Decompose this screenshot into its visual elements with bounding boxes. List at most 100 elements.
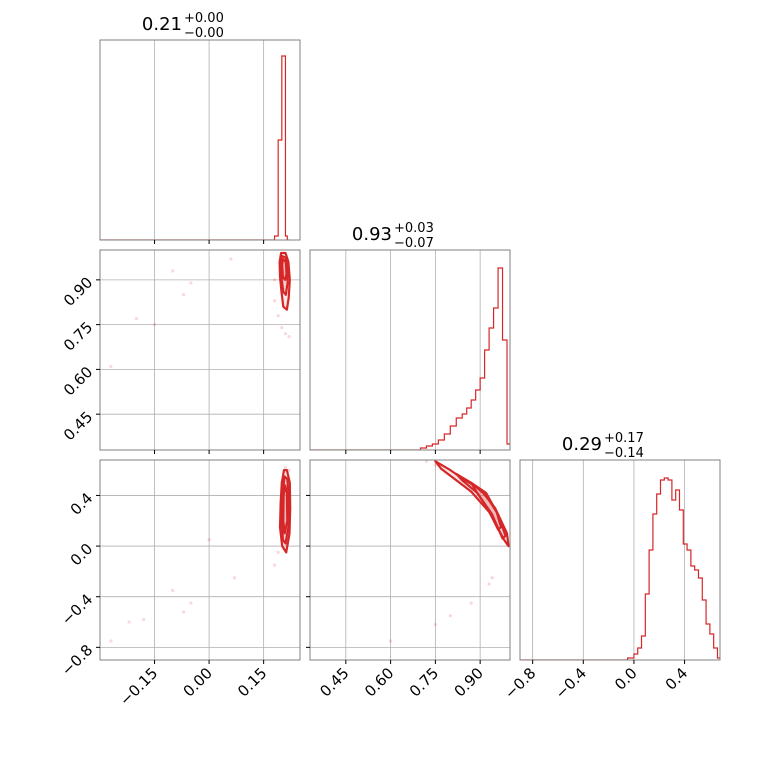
histogram-bin <box>494 308 498 450</box>
sample-point <box>134 317 138 321</box>
sample-point <box>171 588 175 592</box>
histogram-bin <box>467 408 471 450</box>
panel-title-plus: +0.17 <box>604 431 644 446</box>
sample-point <box>276 314 280 318</box>
histogram-bin <box>657 494 661 660</box>
contour-level-3 <box>470 481 503 531</box>
panel-frame <box>99 249 301 451</box>
sample-point <box>182 293 186 297</box>
histogram-bin <box>456 418 462 450</box>
histogram-bin <box>462 414 466 450</box>
x-tick-label: 0.90 <box>451 664 487 700</box>
panel-title-plus: +0.00 <box>184 11 224 26</box>
sample-point <box>487 582 491 586</box>
plot-area <box>109 465 292 643</box>
sample-point <box>448 614 452 618</box>
histogram-bin <box>683 544 687 660</box>
sample-point <box>469 601 473 605</box>
x-tick-label: 0.4 <box>662 664 692 694</box>
panel-frame <box>99 39 301 241</box>
panel-scatter-2-1 <box>306 459 511 664</box>
histogram-steps <box>310 267 510 450</box>
x-tick-label: −0.15 <box>116 664 161 709</box>
histogram-bin <box>498 268 502 450</box>
histogram-bin <box>695 570 699 660</box>
sample-point <box>272 278 277 282</box>
x-tick-label: 0.15 <box>234 664 270 700</box>
panel-title-median: 0.93 <box>352 224 392 245</box>
sample-point <box>283 331 288 336</box>
histogram-steps <box>520 477 720 660</box>
sample-point <box>272 563 277 567</box>
y-tick-label: −0.8 <box>58 641 96 679</box>
sample-point <box>287 334 291 339</box>
histogram-steps <box>100 55 290 240</box>
sample-point <box>433 463 437 467</box>
histogram-bin <box>476 390 480 450</box>
histogram-bin <box>691 566 695 660</box>
histogram-bin <box>661 480 665 660</box>
x-tick-label: 0.75 <box>406 664 442 700</box>
x-tick-label: 0.0 <box>611 664 641 694</box>
histogram-bin <box>664 478 668 660</box>
x-tick-label: −0.8 <box>501 664 539 702</box>
y-tick-label: 0.60 <box>60 363 96 399</box>
histogram-bin <box>503 340 507 450</box>
sample-point <box>109 364 113 369</box>
plot-area <box>310 267 510 450</box>
histogram-bin <box>489 328 493 450</box>
contour-level-3 <box>282 484 289 535</box>
panel-scatter-2-0 <box>96 459 301 664</box>
panel-title-median: 0.29 <box>562 434 602 455</box>
sample-point <box>287 468 291 472</box>
sample-point <box>142 617 146 622</box>
sample-point <box>388 639 393 643</box>
sample-point <box>272 299 277 303</box>
x-tick-label: 0.00 <box>180 664 216 700</box>
y-tick-label: 0.75 <box>60 318 96 354</box>
sample-point <box>189 281 193 285</box>
panel-title-minus: −0.07 <box>394 236 434 251</box>
x-tick-label: 0.60 <box>361 664 397 700</box>
sample-point <box>171 269 175 273</box>
panel-title-median: 0.21 <box>142 14 182 35</box>
sample-point <box>207 538 211 542</box>
panel-scatter-1-0 <box>96 249 301 454</box>
histogram-bin <box>485 350 489 450</box>
panel-title-plus: +0.03 <box>394 221 434 236</box>
histogram-bin <box>444 434 450 450</box>
sample-point <box>127 620 131 624</box>
plot-area <box>109 251 291 369</box>
sample-point <box>232 576 237 580</box>
panel-title-minus: −0.14 <box>604 446 644 461</box>
histogram-bin <box>668 480 672 660</box>
panel-frame <box>519 459 721 661</box>
panel-title-minus: −0.00 <box>184 26 224 41</box>
plot-area <box>388 460 510 643</box>
sample-point <box>424 460 429 463</box>
x-tick-label: −0.4 <box>552 664 590 702</box>
panel-hist-0: 0.21 +0.00−0.00 <box>99 11 301 244</box>
histogram-bin <box>450 426 456 450</box>
histogram-bin <box>471 400 475 450</box>
panel-hist-2: 0.29 +0.17−0.14 <box>519 431 721 664</box>
plot-area <box>520 477 720 660</box>
panel-frame <box>99 459 301 661</box>
x-tick-label: 0.45 <box>316 664 352 700</box>
sample-point <box>276 550 280 555</box>
y-tick-label: 0.45 <box>60 408 96 444</box>
sample-point <box>109 639 113 643</box>
histogram-bin <box>676 490 680 660</box>
sample-point <box>189 601 193 605</box>
sample-point <box>229 257 233 261</box>
sample-point <box>182 610 186 614</box>
sample-point <box>490 576 494 580</box>
y-tick-label: 0.0 <box>67 540 97 570</box>
sample-point <box>433 622 437 627</box>
histogram-bin <box>672 500 676 660</box>
contour-level-1 <box>434 460 510 548</box>
plot-area <box>100 55 290 240</box>
histogram-bin <box>480 378 484 450</box>
histogram-bin <box>438 440 444 450</box>
